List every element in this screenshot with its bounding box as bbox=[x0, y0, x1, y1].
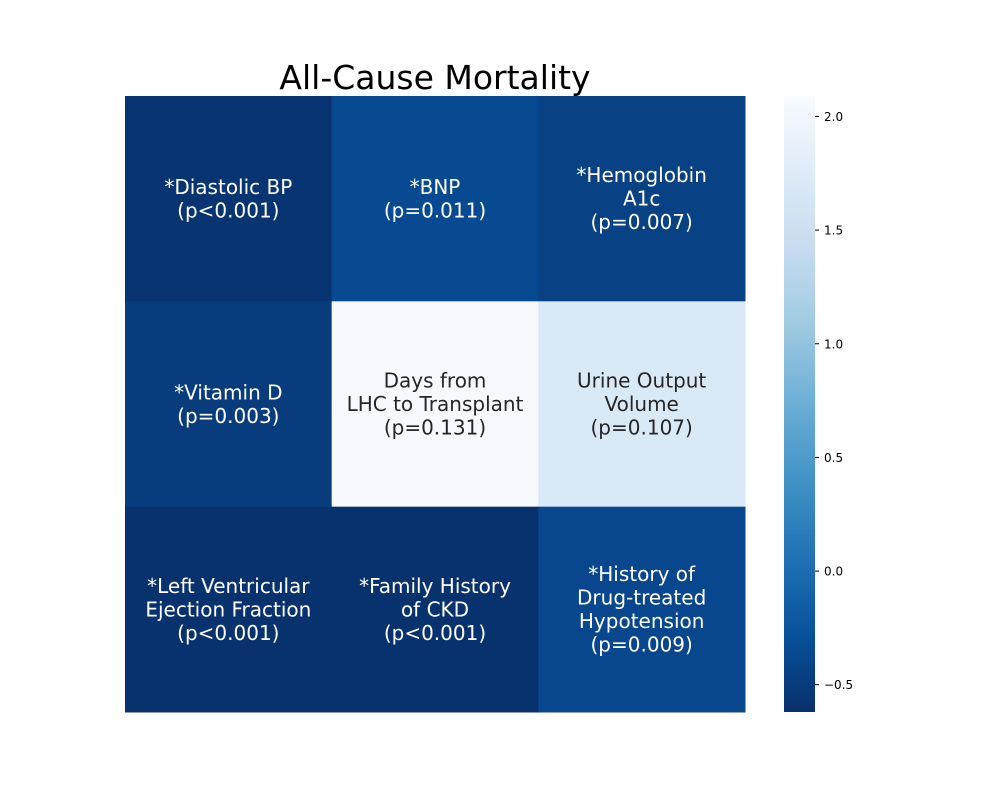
heatmap-cell bbox=[538, 96, 746, 302]
cell-label: Days from LHC to Transplant (p=0.131) bbox=[347, 369, 524, 440]
cell-label-line: *Hemoglobin bbox=[576, 163, 706, 187]
heatmap-cell bbox=[538, 506, 746, 713]
cell-label: *Family History of CKD (p<0.001) bbox=[359, 574, 511, 645]
chart-title: All-Cause Mortality bbox=[279, 58, 590, 97]
cell-label-line: (p=0.009) bbox=[591, 633, 693, 657]
cell-label: *Diastolic BP (p<0.001) bbox=[164, 175, 292, 223]
heatmap-cell bbox=[125, 96, 333, 302]
heatmap-cell bbox=[331, 96, 539, 302]
cell-label: Urine Output Volume (p=0.107) bbox=[577, 369, 706, 440]
heatmap-cell bbox=[538, 301, 746, 508]
cell-label-line: *Left Ventricular bbox=[147, 574, 310, 598]
heatmap-cell bbox=[331, 301, 539, 508]
cell-label-line: (p=0.011) bbox=[384, 198, 486, 222]
heatmap-cell-labels: *Diastolic BP (p<0.001)*BNP (p=0.011)*Hemo… bbox=[145, 163, 707, 656]
colorbar-tick-label: 1.5 bbox=[824, 224, 843, 238]
cell-label-line: of CKD bbox=[401, 597, 469, 621]
cell-label-line: (p<0.001) bbox=[177, 621, 279, 645]
cell-label-line: (p=0.007) bbox=[591, 210, 693, 234]
cell-label: *BNP (p=0.011) bbox=[384, 175, 486, 223]
cell-label-line: Urine Output bbox=[577, 369, 706, 393]
cell-label-line: LHC to Transplant bbox=[347, 392, 524, 416]
colorbar-tick-label: 1.0 bbox=[824, 337, 843, 351]
cell-label-line: A1c bbox=[623, 187, 660, 211]
colorbar-tick-label: 0.5 bbox=[824, 451, 843, 465]
cell-label-line: (p=0.003) bbox=[177, 404, 279, 428]
cell-label-line: (p=0.131) bbox=[384, 416, 486, 440]
cell-label-line: Ejection Fraction bbox=[145, 597, 311, 621]
heatmap-cells bbox=[125, 96, 746, 713]
cell-label: *Hemoglobin A1c (p=0.007) bbox=[576, 163, 706, 234]
colorbar bbox=[784, 96, 815, 712]
cell-label-line: *Family History bbox=[359, 574, 511, 598]
cell-label-line: *Diastolic BP bbox=[164, 175, 292, 199]
cell-label-line: (p<0.001) bbox=[384, 621, 486, 645]
heatmap-cell bbox=[125, 301, 333, 508]
colorbar-tick-label: 0.0 bbox=[824, 565, 843, 579]
cell-label-line: Drug-treated bbox=[577, 586, 706, 610]
colorbar-tick-label: −0.5 bbox=[824, 678, 853, 692]
cell-label: *History of Drug-treated Hypotension (p=0.0… bbox=[577, 562, 706, 657]
cell-label-line: Volume bbox=[604, 392, 678, 416]
cell-label: *Left Ventricular Ejection Fraction (p<0.0… bbox=[145, 574, 311, 645]
colorbar-tick-label: 2.0 bbox=[824, 110, 843, 124]
colorbar-ticks: 2.0 1.5 1.0 0.5 0.0 −0.5 bbox=[815, 110, 853, 692]
cell-label-line: (p<0.001) bbox=[177, 198, 279, 222]
heatmap-cell bbox=[331, 506, 539, 713]
cell-label-line: *Vitamin D bbox=[174, 380, 282, 404]
heatmap-cell bbox=[125, 506, 333, 713]
cell-label-line: *BNP bbox=[410, 175, 461, 199]
cell-label-line: *History of bbox=[588, 562, 696, 586]
cell-label-line: Hypotension bbox=[579, 609, 705, 633]
cell-label-line: (p=0.107) bbox=[591, 416, 693, 440]
cell-label: *Vitamin D (p=0.003) bbox=[174, 380, 282, 428]
cell-label-line: Days from bbox=[384, 369, 487, 393]
